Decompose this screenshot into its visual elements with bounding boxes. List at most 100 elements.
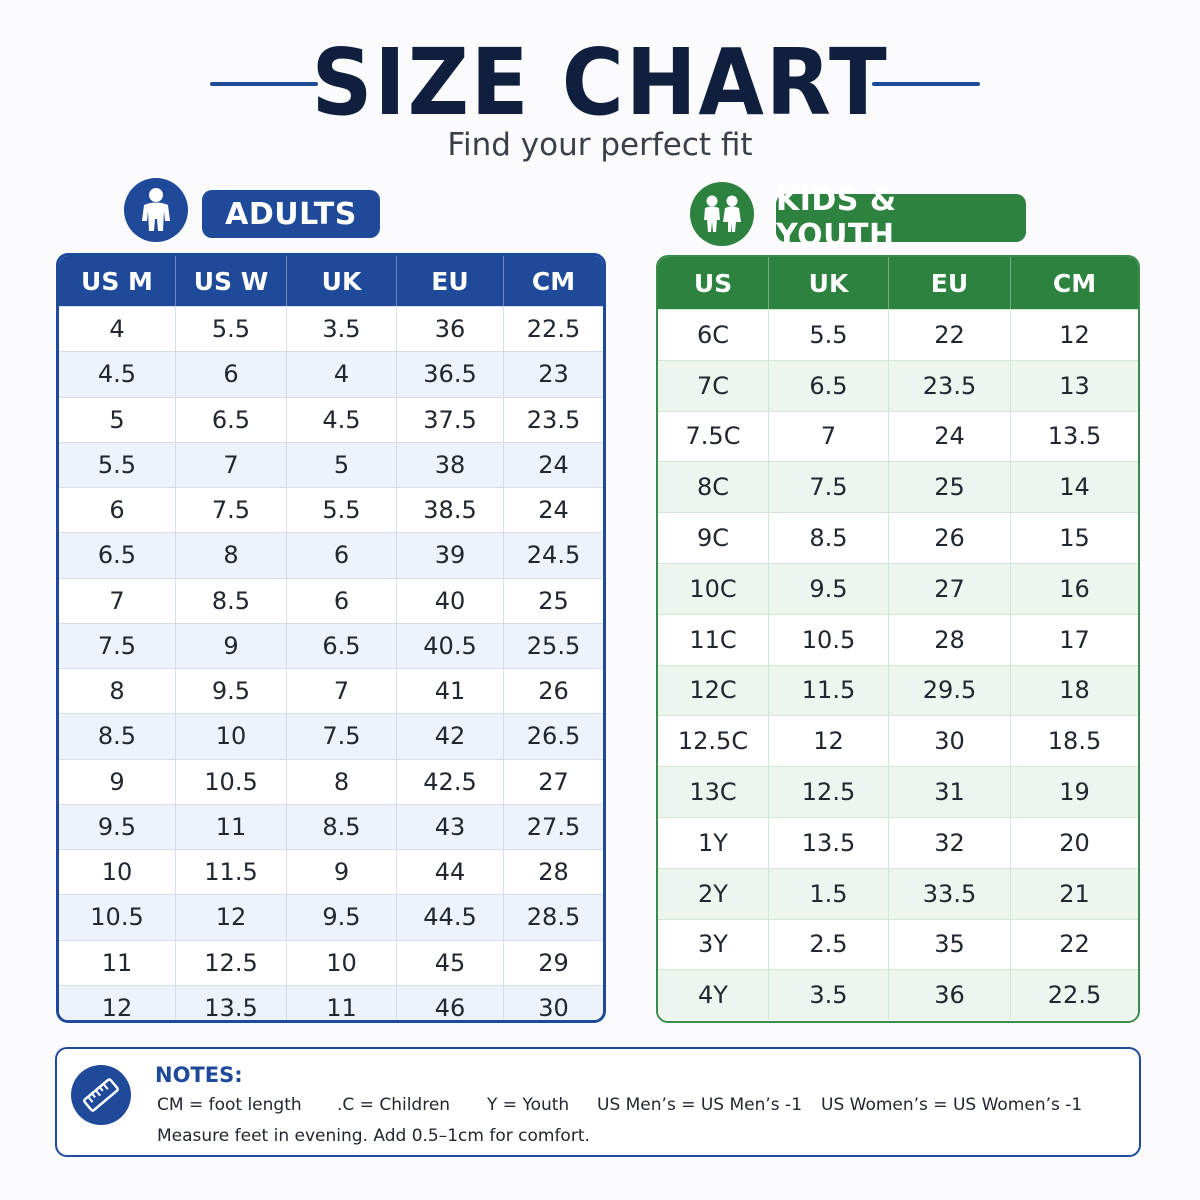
table-cell: 45 [396,940,503,985]
table-row: 7 8.5 6 40 25 [59,577,603,623]
table-cell: 43 [396,804,503,849]
table-row: 11 12.5 10 45 29 [59,939,603,985]
table-row: 12C 11.5 29.5 18 [658,664,1138,716]
table-cell: 5.5 [286,488,396,533]
table-cell: 10 [175,714,286,759]
table-cell: 38.5 [396,488,503,533]
table-cell: 42.5 [396,759,503,804]
table-cell: 3.5 [286,307,396,352]
table-cell: 12.5 [768,767,888,817]
table-cell: 8 [286,759,396,804]
table-cell: 24 [888,411,1010,462]
table-row: 7C 6.5 23.5 13 [658,359,1138,411]
table-cell: 2Y [698,879,728,908]
table-cell: 6 [286,578,396,623]
table-row: 12.5C 12 30 18.5 [658,715,1138,767]
notes-panel: NOTES: CM = foot length .C = Children Y … [55,1047,1141,1157]
table-row: 10 11.5 9 44 28 [59,849,603,895]
page-title: SIZE CHART [311,29,889,136]
table-cell: 36.5 [396,352,503,397]
table-cell: 4Y [698,981,728,1010]
table-row: 8C 7.5 25 14 [658,461,1138,513]
table-cell: 30 [503,985,603,1020]
ruler-icon [71,1065,131,1125]
table-cell: 32 [888,817,1010,868]
table-cell: 24.5 [503,533,603,578]
table-cell: 33.5 [888,868,1010,919]
table-cell: 16 [1010,563,1138,614]
table-row: 7.5 9 6.5 40.5 25.5 [59,622,603,668]
title-divider-right [872,82,980,86]
table-cell: 36 [888,970,1010,1021]
table-cell: 10 [286,940,396,985]
table-row: 13C 12.5 31 19 [658,766,1138,817]
table-cell: 11 [286,985,396,1020]
table-row: 6.5 8 6 39 24.5 [59,532,603,578]
table-cell: 27 [888,563,1010,614]
table-cell: 2.5 [768,919,888,970]
table-cell: 18 [1010,665,1138,716]
kids-label: KIDS & YOUTH [776,183,1026,253]
table-cell: 27 [503,759,603,804]
table-cell: 18.5 [1010,716,1138,767]
table-cell: 6.5 [97,541,137,570]
table-cell: 13.5 [1010,411,1138,462]
table-cell: 9 [286,850,396,895]
table-cell: 31 [888,767,1010,817]
column-header: CM [1010,257,1138,309]
column-header: UK [768,257,888,309]
table-cell: 28.5 [503,895,603,940]
table-cell: 9 [175,623,286,668]
person-icon [124,178,188,242]
table-cell: 37.5 [396,397,503,442]
notes-title: NOTES: [155,1063,243,1087]
table-row: 9 10.5 8 42.5 27 [59,758,603,804]
table-row: 9C 8.5 26 15 [658,512,1138,563]
table-cell: 7.5C [685,422,741,451]
table-cell: 46 [396,985,503,1020]
table-cell: 23.5 [888,360,1010,411]
table-cell: 3.5 [768,970,888,1021]
table-cell: 24 [503,442,603,487]
table-cell: 23.5 [503,397,603,442]
table-cell: 22 [888,310,1010,360]
table-cell: 28 [888,614,1010,665]
column-header: US W [175,256,286,306]
note-item: Y = Youth [487,1095,570,1115]
table-cell: 10 [101,858,133,887]
table-row: 8.5 10 7.5 42 26.5 [59,713,603,759]
column-header: EU [396,256,503,306]
table-cell: 7.5 [768,462,888,513]
note-item: CM = foot length [157,1095,302,1115]
table-cell: 29.5 [888,665,1010,716]
table-cell: 6.5 [286,623,396,668]
table-cell: 17 [1010,614,1138,665]
table-row: 6C 5.5 22 12 [658,309,1138,360]
table-cell: 26 [503,669,603,714]
note-item: US Women’s = US Women’s -1 [821,1095,1083,1115]
table-cell: 39 [396,533,503,578]
table-cell: 1.5 [768,868,888,919]
table-cell: 40.5 [396,623,503,668]
table-cell: 5.5 [768,310,888,360]
table-cell: 42 [396,714,503,759]
table-cell: 26.5 [503,714,603,759]
table-cell: 44 [396,850,503,895]
table-cell: 12C [689,676,737,705]
table-cell: 25 [888,462,1010,513]
table-cell: 4.5 [286,397,396,442]
table-cell: 4.5 [97,360,137,389]
table-cell: 10.5 [768,614,888,665]
table-cell: 11 [175,804,286,849]
table-cell: 8C [696,473,730,502]
table-cell: 24 [503,488,603,533]
table-cell: 38 [396,442,503,487]
table-row: 5.5 7 5 38 24 [59,441,603,487]
table-cell: 12.5C [677,727,749,756]
table-cell: 19 [1010,767,1138,817]
table-row: 4.5 6 4 36.5 23 [59,351,603,397]
table-cell: 12 [1010,310,1138,360]
table-cell: 8.5 [286,804,396,849]
table-cell: 11.5 [175,850,286,895]
adults-size-table: US M US W UK EU CM 4 5.5 3.5 36 22.5 4.5 6 4 36.… [56,253,606,1023]
